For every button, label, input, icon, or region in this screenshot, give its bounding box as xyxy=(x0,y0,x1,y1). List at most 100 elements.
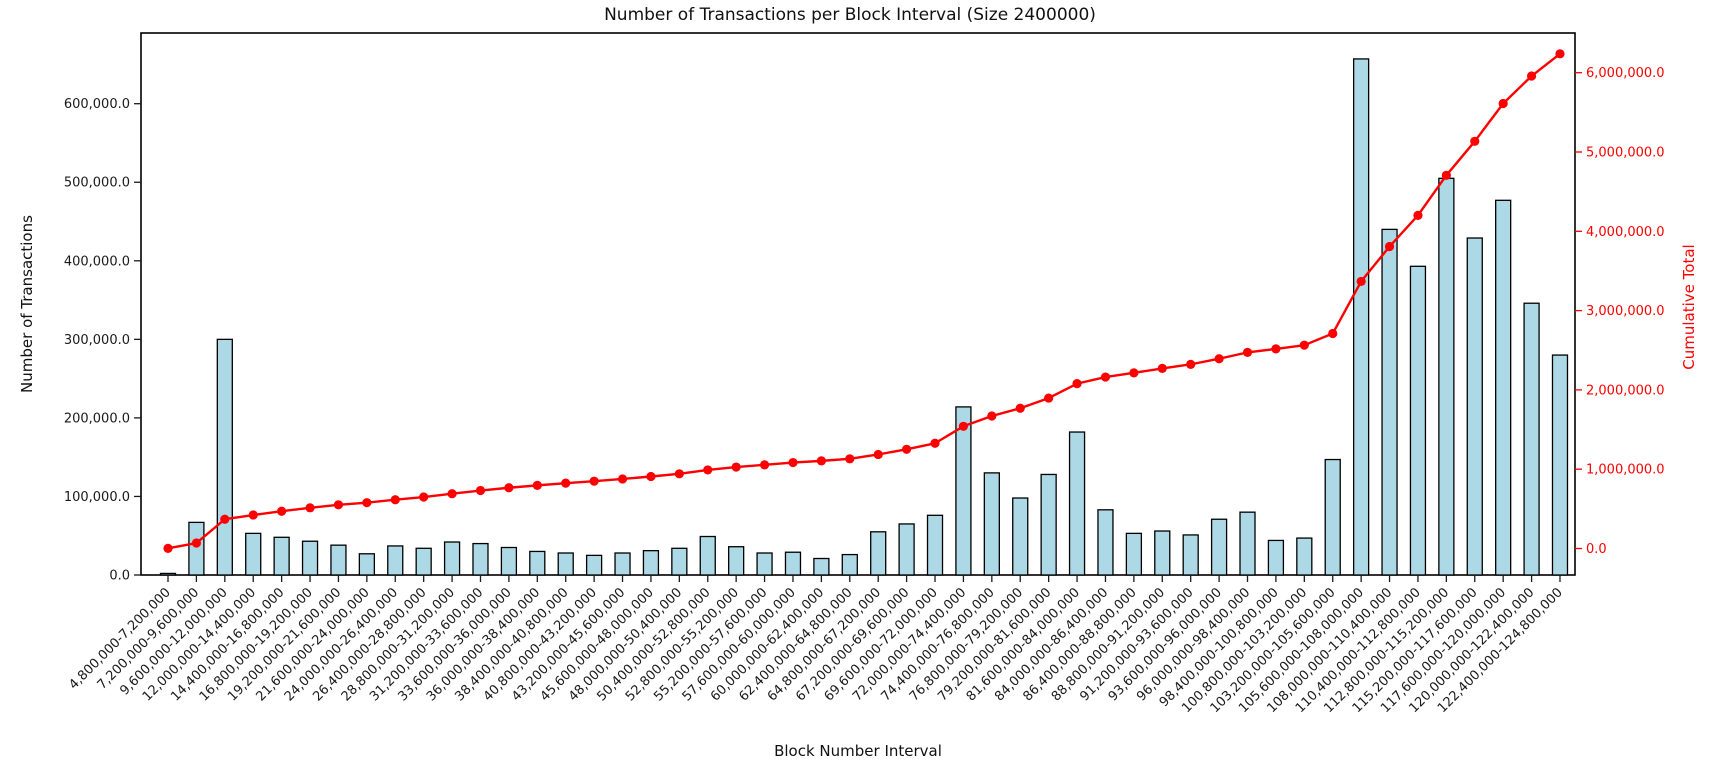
bar xyxy=(983,472,1000,576)
x-axis-label: Block Number Interval xyxy=(774,742,942,760)
cumulative-point xyxy=(277,506,287,516)
bar xyxy=(955,406,972,576)
bar xyxy=(1040,473,1057,576)
cumulative-line xyxy=(167,52,1561,550)
bar xyxy=(1495,199,1512,576)
cumulative-point xyxy=(617,474,628,484)
cumulative-point xyxy=(1555,49,1565,59)
bar xyxy=(614,552,631,576)
cumulative-point xyxy=(1242,347,1253,357)
bar xyxy=(926,514,944,576)
cumulative-point xyxy=(589,476,599,486)
bar xyxy=(245,532,262,576)
left-tick-label: 300,000.0 xyxy=(64,333,130,348)
bar xyxy=(188,521,205,576)
cumulative-point xyxy=(1498,98,1508,109)
bar xyxy=(784,551,802,576)
cumulative-point xyxy=(1356,276,1366,287)
cumulative-point xyxy=(1526,71,1537,81)
bar xyxy=(1154,530,1171,576)
cumulative-point xyxy=(930,438,940,448)
cumulative-point xyxy=(419,492,429,502)
cumulative-point xyxy=(390,495,400,505)
bar xyxy=(898,523,915,576)
right-tick-label: 3,000,000.0 xyxy=(1586,304,1665,319)
bar xyxy=(330,544,347,576)
left-tick-label: 500,000.0 xyxy=(64,176,130,191)
cumulative-point xyxy=(1384,241,1395,252)
bar xyxy=(870,531,887,576)
cumulative-point xyxy=(504,483,514,493)
right-tick-label: 4,000,000.0 xyxy=(1586,225,1665,240)
cumulative-point xyxy=(987,411,997,421)
cumulative-point xyxy=(1470,136,1480,146)
left-tick-label: 600,000.0 xyxy=(64,97,130,112)
cumulative-point xyxy=(703,465,713,475)
bar xyxy=(1466,237,1483,576)
cumulative-point xyxy=(1271,344,1281,354)
bar xyxy=(1324,458,1341,576)
bar xyxy=(500,546,518,576)
bar xyxy=(1239,511,1256,576)
cumulative-point xyxy=(1441,170,1451,180)
bar xyxy=(557,552,574,576)
left-tick-label: 0.0 xyxy=(109,569,130,584)
cumulative-point xyxy=(1299,340,1309,350)
cumulative-point xyxy=(1214,354,1224,364)
cumulative-point xyxy=(532,480,542,490)
cumulative-point xyxy=(305,503,315,513)
bar xyxy=(1267,539,1285,576)
bar xyxy=(159,572,177,576)
bar xyxy=(756,552,773,576)
bar xyxy=(529,550,546,576)
bar xyxy=(1438,177,1455,576)
right-tick-label: 0.0 xyxy=(1586,542,1607,557)
cumulative-point xyxy=(1129,368,1139,378)
bar xyxy=(1296,537,1313,576)
bar xyxy=(841,553,858,576)
bar xyxy=(1182,534,1199,576)
cumulative-point xyxy=(1100,372,1111,382)
bar xyxy=(1210,518,1228,576)
bar xyxy=(387,545,404,576)
bar xyxy=(472,542,489,576)
bar xyxy=(1068,431,1086,576)
cumulative-point xyxy=(816,456,826,466)
bar xyxy=(1097,509,1114,576)
cumulative-point xyxy=(333,500,344,510)
chart-title: Number of Transactions per Block Interva… xyxy=(604,5,1096,25)
cumulative-point xyxy=(248,510,258,520)
bar xyxy=(443,541,461,576)
bar xyxy=(358,553,376,576)
cumulative-point xyxy=(845,454,855,464)
right-tick-label: 2,000,000.0 xyxy=(1586,383,1665,398)
cumulative-point xyxy=(1072,379,1082,389)
bar xyxy=(585,554,603,576)
bar xyxy=(1012,497,1029,576)
cumulative-point xyxy=(873,449,883,460)
left-tick-label: 400,000.0 xyxy=(64,254,130,269)
bar xyxy=(728,546,745,576)
cumulative-point xyxy=(191,538,202,548)
cumulative-point xyxy=(362,498,372,508)
cumulative-point xyxy=(1157,363,1167,374)
cumulative-point xyxy=(561,478,571,488)
cumulative-point xyxy=(902,444,912,454)
bar xyxy=(216,338,233,576)
bar xyxy=(1523,302,1540,576)
bar xyxy=(642,549,660,576)
cumulative-point xyxy=(447,489,457,499)
bar xyxy=(1409,265,1427,576)
bar xyxy=(1381,228,1398,576)
bar xyxy=(813,557,830,576)
cumulative-point xyxy=(674,469,684,479)
bar xyxy=(273,536,290,576)
cumulative-point xyxy=(788,457,798,468)
bar xyxy=(415,547,432,576)
cumulative-point xyxy=(475,485,486,496)
left-tick-label: 200,000.0 xyxy=(64,411,130,426)
right-tick-label: 6,000,000.0 xyxy=(1586,66,1665,81)
cumulative-point xyxy=(958,421,969,431)
cumulative-point xyxy=(1044,393,1054,403)
cumulative-point xyxy=(646,471,656,482)
